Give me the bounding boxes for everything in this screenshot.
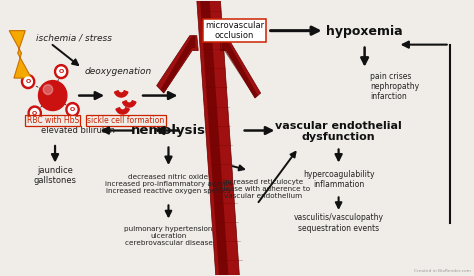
Circle shape bbox=[55, 65, 68, 79]
Circle shape bbox=[66, 103, 79, 116]
Circle shape bbox=[24, 77, 32, 86]
Text: hypoxemia: hypoxemia bbox=[326, 25, 403, 38]
Text: decreased nitric oxide
increased pro-inflammatory agents
increased reactive oxyg: decreased nitric oxide increased pro-inf… bbox=[105, 174, 232, 194]
Polygon shape bbox=[197, 1, 239, 275]
Text: pain crises
nephropathy
infarction: pain crises nephropathy infarction bbox=[370, 72, 419, 102]
Polygon shape bbox=[200, 1, 228, 275]
Polygon shape bbox=[221, 36, 258, 98]
Polygon shape bbox=[220, 36, 261, 98]
Text: RBC with HbS: RBC with HbS bbox=[27, 116, 79, 125]
Polygon shape bbox=[9, 31, 31, 78]
Wedge shape bbox=[116, 108, 129, 114]
Text: pulmonary hypertension
ulceration
cerebrovascular disease: pulmonary hypertension ulceration cerebr… bbox=[124, 226, 213, 246]
Text: vascular endothelial
dysfunction: vascular endothelial dysfunction bbox=[275, 121, 402, 142]
Text: jaundice
gallstones: jaundice gallstones bbox=[34, 166, 76, 185]
Text: O: O bbox=[59, 69, 64, 74]
Circle shape bbox=[38, 81, 67, 111]
Text: O: O bbox=[26, 79, 31, 84]
Text: elevated bilirubin: elevated bilirubin bbox=[41, 126, 115, 135]
Circle shape bbox=[28, 106, 41, 120]
Text: O: O bbox=[32, 110, 37, 116]
Circle shape bbox=[57, 67, 65, 76]
Wedge shape bbox=[115, 91, 128, 97]
Text: sickle cell formation: sickle cell formation bbox=[87, 116, 164, 125]
Circle shape bbox=[43, 84, 53, 95]
Text: deoxygenation: deoxygenation bbox=[85, 67, 152, 76]
Text: increased reticulocyte
release with adherence to
vascular endothelium: increased reticulocyte release with adhe… bbox=[216, 179, 310, 200]
Wedge shape bbox=[123, 101, 136, 107]
Text: microvascular
occlusion: microvascular occlusion bbox=[205, 21, 264, 40]
Text: vasculitis/vasculopathy
sequestration events: vasculitis/vasculopathy sequestration ev… bbox=[293, 213, 383, 233]
Polygon shape bbox=[160, 36, 195, 93]
Text: hemolysis: hemolysis bbox=[131, 124, 206, 137]
Circle shape bbox=[30, 108, 39, 118]
Circle shape bbox=[21, 75, 35, 89]
Text: ischemia / stress: ischemia / stress bbox=[36, 33, 112, 42]
Polygon shape bbox=[156, 36, 198, 93]
Circle shape bbox=[68, 105, 77, 114]
Text: Created in BioRender.com: Created in BioRender.com bbox=[414, 269, 471, 273]
Text: hypercoagulability
inflammation: hypercoagulability inflammation bbox=[303, 170, 374, 189]
Text: O: O bbox=[70, 107, 75, 112]
